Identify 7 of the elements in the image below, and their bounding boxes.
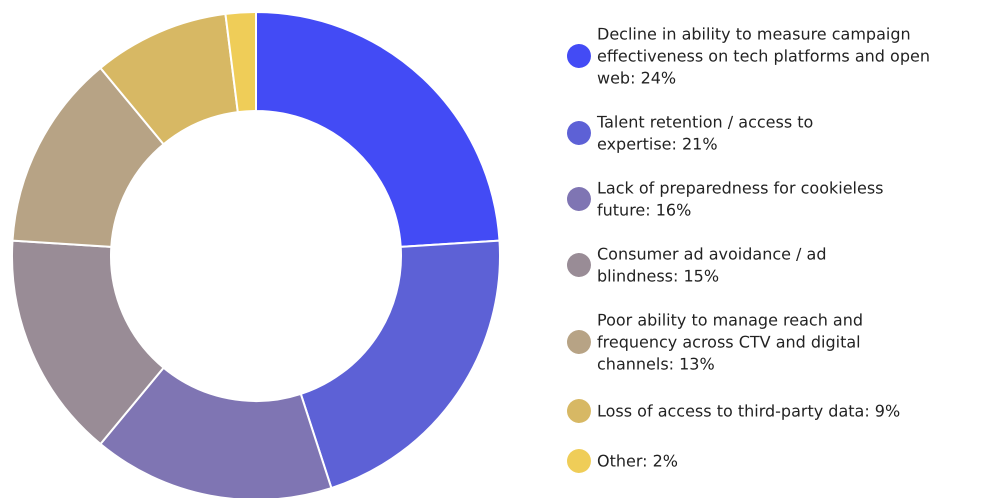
- legend-label: Talent retention / access to expertise: 21%: [596, 112, 818, 154]
- legend-label: Other: 2%: [597, 452, 678, 470]
- legend-label: Loss of access to third-party data: 9%: [597, 402, 900, 420]
- legend-label: Poor ability to manage reach and frequency across CTV and digital channels: 13%: [597, 310, 868, 374]
- legend-label: Lack of preparedness for cookieless future: 16%: [597, 178, 889, 220]
- legend-label: Consumer ad avoidance / ad blindness: 15%: [597, 244, 832, 286]
- legend-label: Decline in ability to measure campaign effectiveness on tech platforms and open web: 24%: [597, 24, 936, 88]
